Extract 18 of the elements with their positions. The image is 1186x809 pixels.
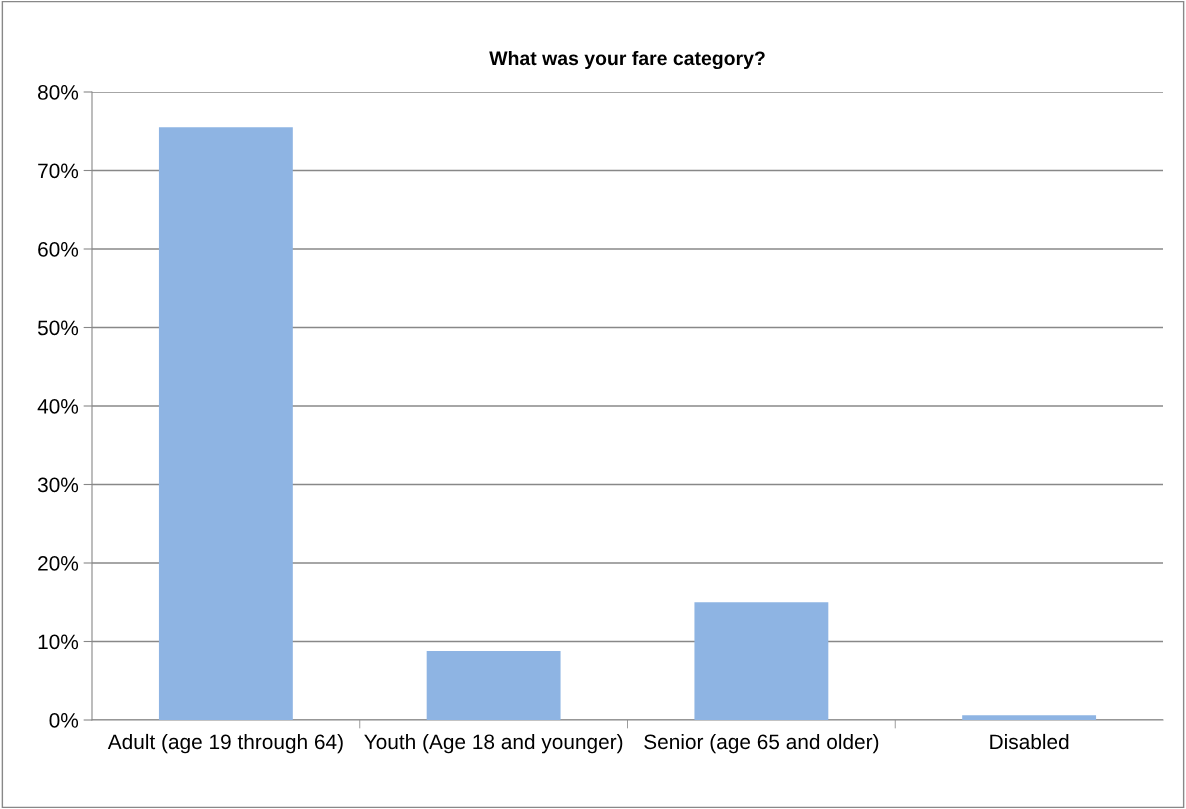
y-tick-label: 30% (37, 477, 79, 493)
y-tick-label: 10% (38, 634, 79, 650)
x-tick-label: Senior (age 65 and older) (644, 733, 879, 754)
y-tick-label: 60% (38, 242, 79, 257)
x-tick-label: Disabled (990, 733, 1069, 750)
y-tick-label: 50% (37, 320, 79, 336)
x-tick-label: Adult (age 19 through 64) (107, 733, 343, 754)
bar (694, 602, 829, 720)
y-tick-label: 80% (38, 85, 79, 100)
x-tick-label: Youth (Age 18 and younger) (364, 733, 623, 754)
bar (962, 715, 1097, 720)
y-tick-label: 20% (38, 556, 79, 571)
y-tick-label: 0% (49, 713, 79, 728)
bar (158, 127, 293, 720)
y-tick-label: 40% (37, 399, 79, 414)
chart-title: What was your fare category? (489, 50, 765, 70)
y-tick-label: 70% (38, 163, 79, 179)
bar (426, 650, 561, 720)
